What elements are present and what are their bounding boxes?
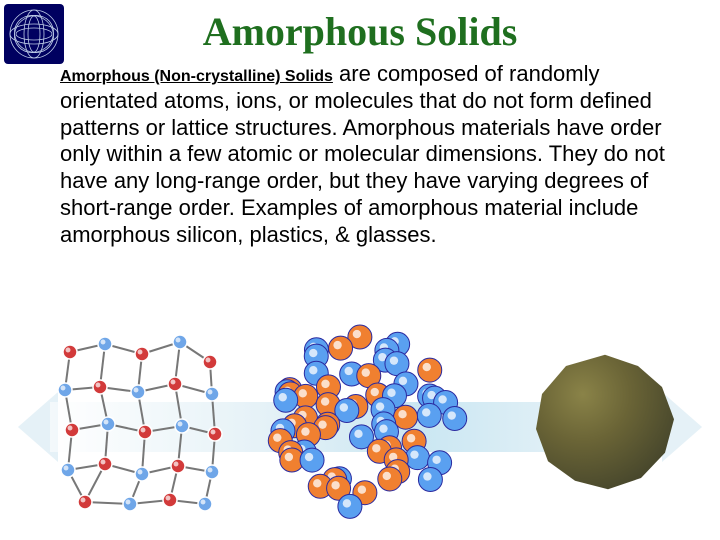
page-title: Amorphous Solids xyxy=(0,0,720,55)
figure-lattice-network xyxy=(50,332,230,512)
figure-rock-photo xyxy=(530,352,680,492)
lead-term: Amorphous (Non-crystalline) Solids xyxy=(60,68,333,85)
title-text: Amorphous Solids xyxy=(203,9,518,54)
figures-row xyxy=(0,322,720,522)
body-paragraph: Amorphous (Non-crystalline) Solids are c… xyxy=(0,55,720,249)
figure-atom-cluster xyxy=(260,322,470,522)
rock-shape xyxy=(530,352,680,492)
body-text: are composed of randomly orientated atom… xyxy=(60,61,665,247)
fullerene-icon xyxy=(4,4,64,64)
